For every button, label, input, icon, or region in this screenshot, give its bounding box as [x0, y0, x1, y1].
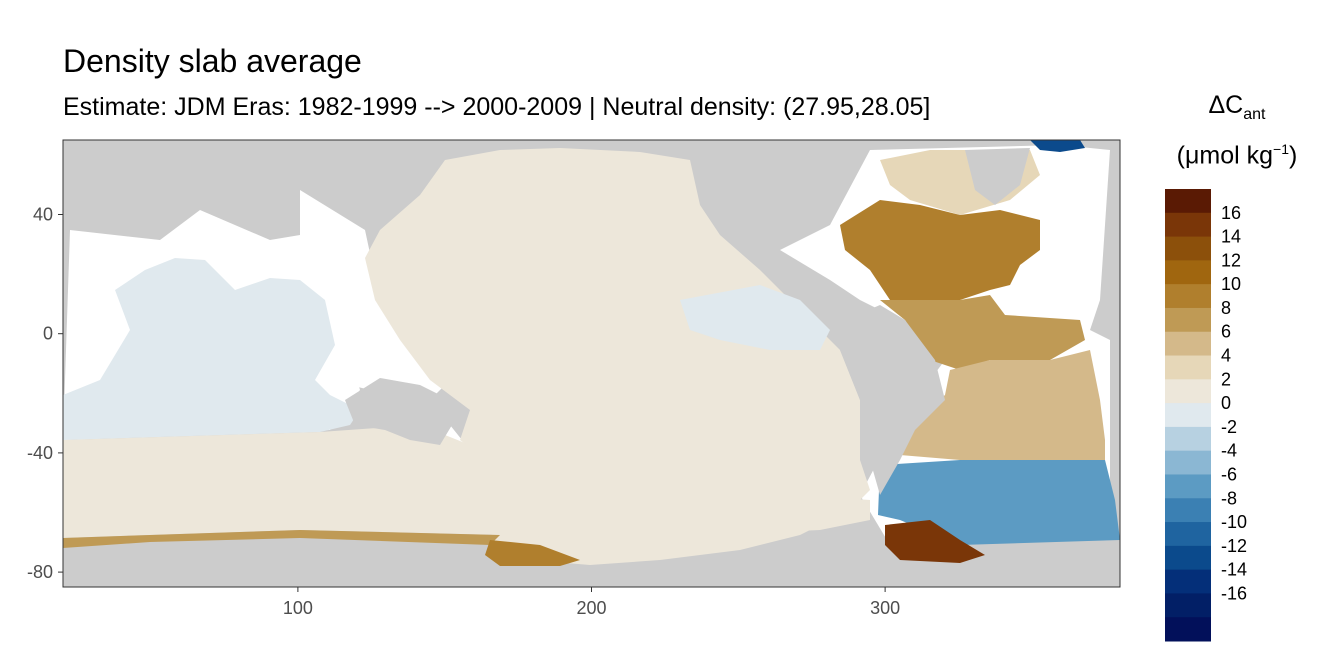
legend-color-step	[1165, 426, 1211, 452]
region-south-atlantic	[900, 350, 1105, 460]
region-north-atlantic	[840, 200, 1040, 300]
chart-subtitle: Estimate: JDM Eras: 1982-1999 --> 2000-2…	[63, 93, 931, 121]
y-axis: 40 0 -40 -80	[27, 205, 63, 582]
legend-colorbar: 16 14 12 10 8 6 4 2 0 -2 -4 -6 -8 -10 -12 -14 -16	[1165, 189, 1247, 642]
legend-color-step	[1165, 617, 1211, 642]
legend-color-step	[1165, 379, 1211, 404]
region-eastern-tropical-pacific	[680, 285, 830, 350]
y-tick-label: -80	[27, 562, 53, 582]
region-ross-shelf	[485, 540, 580, 566]
region-southern-atlantic	[878, 460, 1120, 545]
y-tick-label: 40	[33, 205, 53, 225]
ocean-regions	[63, 140, 1120, 566]
legend-color-step	[1165, 545, 1211, 571]
legend-tick-label: 2	[1221, 369, 1231, 389]
legend-color-step	[1165, 450, 1211, 475]
region-antarctic-margin	[63, 530, 500, 548]
region-southern-indo-pacific	[63, 425, 870, 540]
legend-tick-label: 6	[1221, 322, 1231, 342]
x-tick-label: 300	[870, 598, 900, 618]
legend-tick-label: -14	[1221, 560, 1247, 580]
legend-tick-label: 10	[1221, 274, 1241, 294]
legend-tick-label: 4	[1221, 346, 1231, 366]
legend-title-main: ΔC	[1208, 91, 1244, 119]
legend-color-step	[1165, 284, 1211, 309]
region-nordic-seas	[1030, 140, 1085, 152]
legend-unit: (μmol kg	[1176, 141, 1274, 170]
x-tick-label: 100	[283, 598, 313, 618]
legend-tick-label: -10	[1221, 512, 1247, 532]
legend-color-step	[1165, 331, 1211, 357]
y-tick-label: -40	[27, 443, 53, 463]
region-weddell-shelf	[885, 520, 985, 563]
land-greenland	[965, 148, 1030, 205]
legend-color-step	[1165, 307, 1211, 333]
legend-tick-label: 16	[1221, 203, 1241, 223]
legend-tick-label: 12	[1221, 250, 1241, 270]
legend-tick-label: -8	[1221, 488, 1237, 508]
legend-color-step	[1165, 403, 1211, 428]
legend-unit-superscript: −1	[1273, 141, 1289, 157]
legend-tick-label: -4	[1221, 441, 1237, 461]
legend-color-step	[1165, 522, 1211, 547]
legend-tick-label: 0	[1221, 393, 1231, 413]
legend-color-step	[1165, 212, 1211, 238]
region-tropical-atlantic	[880, 295, 1085, 370]
land-south-america	[840, 305, 945, 495]
legend-color-step	[1165, 474, 1211, 499]
continent-details	[345, 148, 1030, 495]
legend-tick-label: -16	[1221, 583, 1247, 603]
legend-color-step	[1165, 593, 1211, 618]
chart-title: Density slab average	[63, 43, 362, 79]
legend-color-step	[1165, 355, 1211, 380]
legend-color-step	[1165, 498, 1211, 523]
legend-tick-label: -12	[1221, 536, 1247, 556]
x-tick-label: 200	[576, 598, 606, 618]
legend-unit-close: )	[1289, 141, 1298, 170]
legend-color-step	[1165, 260, 1211, 285]
legend-tick-label: -6	[1221, 464, 1237, 484]
legend-tick-label: 8	[1221, 298, 1231, 318]
region-indian-ocean	[63, 258, 360, 440]
land-australia	[345, 378, 455, 445]
legend-tick-label: 14	[1221, 227, 1241, 247]
legend-color-step	[1165, 189, 1211, 214]
legend-title-subscript: ant	[1243, 106, 1266, 123]
legend-color-step	[1165, 569, 1211, 594]
map-panel	[62, 139, 1121, 588]
y-tick-label: 0	[43, 324, 53, 344]
legend-title: ΔCant (μmol kg−1)	[1162, 88, 1312, 172]
x-axis: 100 200 300	[283, 587, 900, 618]
legend-tick-label: -2	[1221, 417, 1237, 437]
legend-color-step	[1165, 236, 1211, 261]
